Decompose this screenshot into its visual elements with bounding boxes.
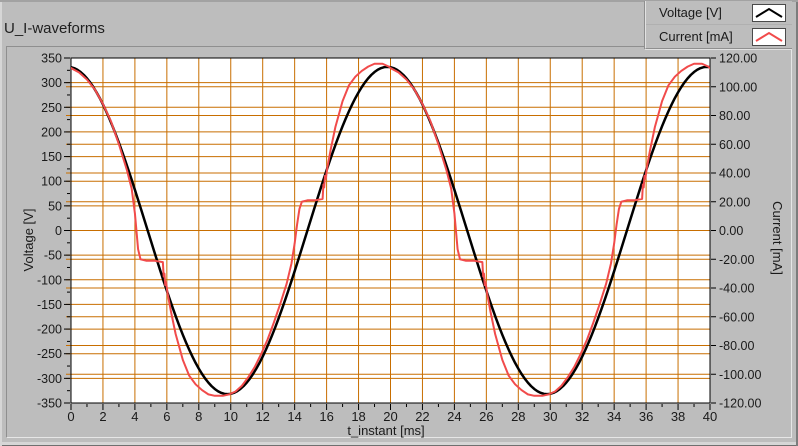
x-tick-label: 2 — [99, 409, 106, 424]
graph-inner-panel — [6, 46, 792, 438]
left-tick-label: -350 — [37, 397, 62, 411]
x-tick-label: 28 — [511, 409, 525, 424]
left-tick-label: 300 — [41, 76, 62, 90]
axis-titles: Voltage [V] Current [mA] t_instant [ms] — [21, 201, 785, 438]
chart-title: U_I-waveforms — [4, 20, 105, 37]
x-tick-label: 14 — [287, 409, 301, 424]
x-tick-label: 26 — [479, 409, 493, 424]
x-tick-label: 4 — [131, 409, 138, 424]
x-tick-label: 32 — [575, 409, 589, 424]
legend-item-voltage[interactable]: Voltage [V] — [646, 1, 792, 24]
x-tick-label: 40 — [703, 409, 717, 424]
legend-sample-box-voltage[interactable] — [752, 3, 786, 22]
grid-lines — [66, 58, 710, 403]
right-tick-label: 40.00 — [719, 167, 750, 181]
x-tick-label: 16 — [319, 409, 333, 424]
right-tick-label: -20.00 — [719, 253, 754, 267]
x-tick-label: 18 — [351, 409, 365, 424]
left-tick-label: 100 — [41, 175, 62, 189]
voltage-line-sample-icon — [755, 7, 783, 18]
right-tick-label: 60.00 — [719, 138, 750, 152]
legend-item-current[interactable]: Current [mA] — [646, 24, 792, 48]
x-tick-label: 34 — [607, 409, 621, 424]
right-axis-tick-labels: 120.00 100.00 80.00 60.00 40.00 20.00 0.00 -20.… — [719, 52, 761, 411]
x-tick-label: 38 — [671, 409, 685, 424]
x-tick-label: 24 — [447, 409, 461, 424]
curves — [71, 62, 710, 397]
left-tick-label: -100 — [37, 273, 62, 287]
x-tick-label: 0 — [67, 409, 74, 424]
left-tick-label: 250 — [41, 101, 62, 115]
left-tick-label: -250 — [37, 347, 62, 361]
x-tick-label: 12 — [255, 409, 269, 424]
left-tick-label: 150 — [41, 150, 62, 164]
right-tick-label: 100.00 — [719, 80, 757, 94]
left-axis-title: Voltage [V] — [21, 209, 36, 272]
x-tick-label: 8 — [195, 409, 202, 424]
right-tick-label: 0.00 — [719, 224, 743, 238]
plot-border — [70, 57, 711, 404]
left-tick-label: -300 — [37, 372, 62, 386]
right-axis-title: Current [mA] — [770, 201, 785, 275]
left-tick-label: -200 — [37, 323, 62, 337]
x-tick-label: 22 — [415, 409, 429, 424]
legend-sample-box-current[interactable] — [752, 27, 786, 46]
legend-label-current: Current [mA] — [659, 29, 733, 44]
x-axis-title: t_instant [ms] — [347, 423, 424, 438]
axis-ticks — [64, 57, 716, 410]
x-tick-label: 10 — [224, 409, 238, 424]
x-tick-label: 30 — [543, 409, 557, 424]
legend-label-voltage: Voltage [V] — [659, 5, 722, 20]
right-tick-label: -100.00 — [719, 368, 761, 382]
left-tick-label: 350 — [41, 52, 62, 66]
left-tick-label: 0 — [55, 224, 62, 238]
right-tick-label: -60.00 — [719, 310, 754, 324]
x-axis-tick-labels: 0 2 4 6 8 10 12 14 16 18 20 22 24 26 28 30 32 34 36 38 40 — [67, 409, 717, 424]
left-tick-label: 50 — [48, 199, 62, 213]
left-axis-tick-labels: 350 300 250 200 150 100 50 0 -50 -100 -150 -200 -250… — [37, 52, 62, 411]
plot-legend: Voltage [V] Current [mA] — [645, 1, 792, 49]
right-tick-label: 120.00 — [719, 52, 757, 66]
right-tick-label: 80.00 — [719, 109, 750, 123]
right-tick-label: -40.00 — [719, 282, 754, 296]
right-tick-label: -120.00 — [719, 397, 761, 411]
left-tick-label: 200 — [41, 125, 62, 139]
left-tick-label: -150 — [37, 298, 62, 312]
x-tick-label: 6 — [163, 409, 170, 424]
right-tick-label: 20.00 — [719, 195, 750, 209]
x-tick-label: 20 — [383, 409, 397, 424]
x-tick-label: 36 — [639, 409, 653, 424]
right-tick-label: -80.00 — [719, 339, 754, 353]
left-tick-label: -50 — [44, 249, 62, 263]
current-curve — [71, 62, 710, 397]
current-line-sample-icon — [755, 31, 783, 42]
